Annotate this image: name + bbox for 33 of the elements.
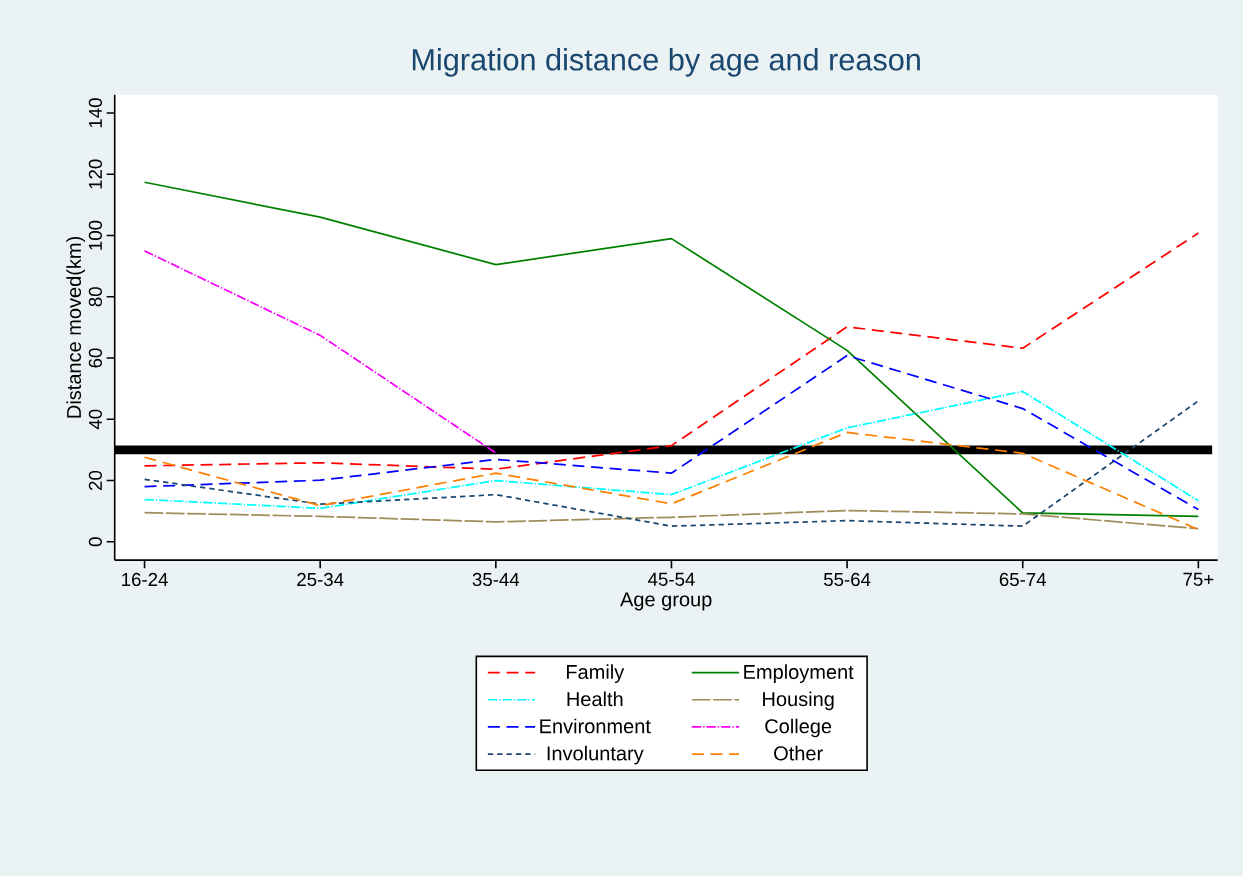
legend-label: Housing	[763, 691, 834, 711]
legend-label: Family	[566, 664, 625, 683]
y-axis-title: Distance moved(km)	[66, 236, 85, 418]
legend-label: Environment	[540, 718, 651, 734]
legend-label: Employment	[744, 664, 854, 683]
y-tick-label: 60	[88, 348, 103, 368]
y-tick-label: 0	[88, 537, 103, 547]
x-tick-label: 45-54	[648, 572, 695, 586]
legend-label: Other	[774, 745, 823, 761]
y-tick-label: 140	[88, 98, 103, 128]
legend-label: Health	[567, 691, 623, 707]
legend-label: Involuntary	[547, 745, 644, 765]
line-series	[143, 509, 1200, 530]
y-tick-label: 100	[88, 220, 103, 250]
y-tick-label: 20	[88, 470, 103, 490]
y-tick-label: 40	[88, 409, 103, 430]
chart-title: Migration distance by age and reason	[412, 47, 920, 77]
x-tick-label: 35-44	[472, 572, 520, 586]
y-tick-label: 80	[88, 287, 103, 307]
x-axis-title: Age group	[620, 592, 712, 611]
x-tick-label: 16-24	[122, 572, 168, 586]
x-tick-label: 25-34	[297, 572, 344, 586]
legend-label: College	[765, 718, 832, 738]
x-tick-label: 75+	[1183, 572, 1214, 586]
line-series	[143, 232, 1200, 470]
line-series	[143, 181, 1200, 518]
y-tick-label: 120	[88, 159, 103, 189]
line-series	[143, 390, 1200, 510]
x-tick-label: 65-74	[999, 572, 1047, 586]
line-series	[143, 354, 1200, 511]
x-tick-label: 55-64	[823, 572, 871, 586]
line-series	[143, 399, 1200, 527]
line-series	[143, 431, 1200, 531]
